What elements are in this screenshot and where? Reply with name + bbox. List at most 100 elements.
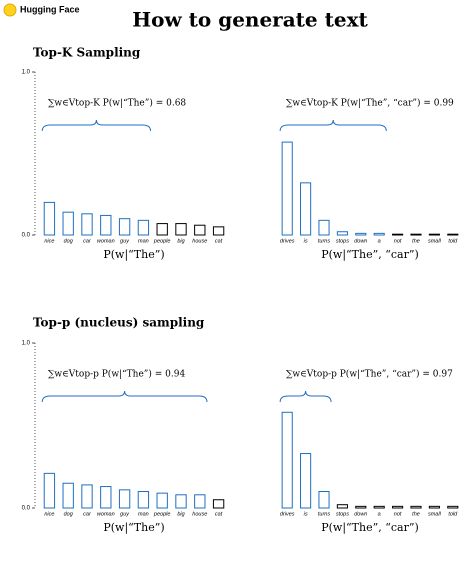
bar	[447, 233, 459, 236]
bar	[156, 492, 168, 509]
bar	[62, 482, 74, 509]
bar	[410, 233, 422, 236]
x-tick-label: told	[448, 511, 458, 517]
brace	[279, 390, 332, 403]
x-tick-label: man	[138, 238, 149, 244]
bar	[100, 486, 112, 509]
x-tick-label: car	[83, 238, 92, 244]
bar	[373, 505, 385, 509]
x-tick-label: is	[304, 511, 308, 517]
x-tick-label: people	[153, 238, 171, 244]
x-tick-label: stops	[336, 238, 349, 244]
bar	[447, 505, 459, 509]
bar	[43, 201, 56, 236]
x-tick-label: house	[192, 238, 207, 244]
bar	[62, 211, 74, 236]
x-tick-label: the	[412, 238, 420, 244]
annotation: ∑w∈Vtop-p P(w|“The”) = 0.94	[48, 369, 185, 380]
y-tick-label: 1.0	[22, 341, 31, 347]
bar	[43, 472, 56, 509]
bar	[392, 505, 404, 509]
logo	[3, 3, 17, 17]
annotation: ∑w∈Vtop-K P(w|“The”) = 0.68	[48, 98, 186, 109]
bar	[81, 213, 93, 236]
bar	[355, 232, 367, 236]
x-tick-label: dog	[64, 238, 74, 244]
bar	[318, 491, 330, 509]
x-tick-label: guy	[120, 238, 130, 244]
section-title: Top-p (nucleus) sampling	[33, 316, 205, 330]
x-tick-label: told	[448, 238, 458, 244]
bar	[100, 214, 112, 236]
x-tick-label: stops	[336, 511, 349, 517]
bar	[118, 489, 131, 509]
x-axis-label: P(w|“The”)	[103, 521, 164, 535]
x-tick-label: woman	[97, 511, 115, 517]
bar	[428, 505, 440, 509]
x-tick-label: drives	[280, 238, 295, 244]
annotation: ∑w∈Vtop-K P(w|“The”, “car”) = 0.99	[286, 98, 454, 109]
bar	[212, 226, 225, 236]
bar	[81, 484, 93, 509]
x-tick-label: down	[354, 511, 367, 517]
bar	[300, 182, 312, 236]
bar	[175, 494, 187, 509]
bar	[428, 233, 440, 236]
bar	[137, 219, 150, 236]
section-title: Top-K Sampling	[33, 46, 141, 60]
x-tick-label: drives	[280, 511, 295, 517]
brace	[41, 390, 208, 403]
x-tick-label: woman	[97, 238, 115, 244]
bar	[175, 223, 187, 236]
x-axis-label: P(w|“The”)	[103, 248, 164, 262]
bar	[156, 223, 168, 236]
x-tick-label: house	[192, 511, 207, 517]
x-tick-label: a	[378, 238, 381, 244]
x-tick-label: nice	[44, 511, 54, 517]
x-tick-label: is	[304, 238, 308, 244]
annotation: ∑w∈Vtop-p P(w|“The”, “car”) = 0.97	[286, 369, 453, 380]
y-tick-label: 1.0	[22, 70, 31, 76]
page-title: How to generate text	[132, 8, 368, 32]
x-tick-label: turns	[318, 511, 330, 517]
x-tick-label: cat	[215, 511, 223, 517]
x-tick-label: cat	[215, 238, 223, 244]
x-tick-label: not	[394, 511, 402, 517]
bar	[373, 232, 385, 236]
x-tick-label: big	[177, 511, 185, 517]
x-tick-label: dog	[64, 511, 74, 517]
x-tick-label: man	[138, 511, 149, 517]
x-tick-label: car	[83, 511, 92, 517]
x-tick-label: people	[153, 511, 171, 517]
brace	[279, 119, 387, 132]
bar	[194, 224, 206, 236]
y-tick-label: 0.0	[22, 233, 31, 239]
bar	[355, 505, 367, 509]
bar	[118, 218, 131, 236]
x-tick-label: small	[428, 511, 442, 517]
x-tick-label: a	[378, 511, 381, 517]
x-tick-label: the	[412, 511, 420, 517]
bar	[300, 453, 312, 509]
bar	[212, 499, 225, 509]
x-tick-label: down	[354, 238, 367, 244]
x-tick-label: big	[177, 238, 185, 244]
x-tick-label: small	[428, 238, 442, 244]
x-tick-label: guy	[120, 511, 130, 517]
brand: Hugging Face	[20, 4, 80, 14]
x-axis-label: P(w|“The”, “car”)	[321, 521, 419, 535]
x-tick-label: not	[394, 238, 402, 244]
x-tick-label: nice	[44, 238, 54, 244]
x-tick-label: turns	[318, 238, 330, 244]
bar	[318, 219, 330, 236]
x-axis-label: P(w|“The”, “car”)	[321, 248, 419, 262]
bar	[194, 494, 206, 509]
bar	[336, 231, 348, 236]
y-tick-label: 0.0	[22, 506, 31, 512]
bar	[137, 491, 150, 509]
bar	[392, 233, 404, 236]
bar	[336, 504, 348, 509]
brace	[41, 119, 152, 132]
bar	[410, 505, 422, 509]
